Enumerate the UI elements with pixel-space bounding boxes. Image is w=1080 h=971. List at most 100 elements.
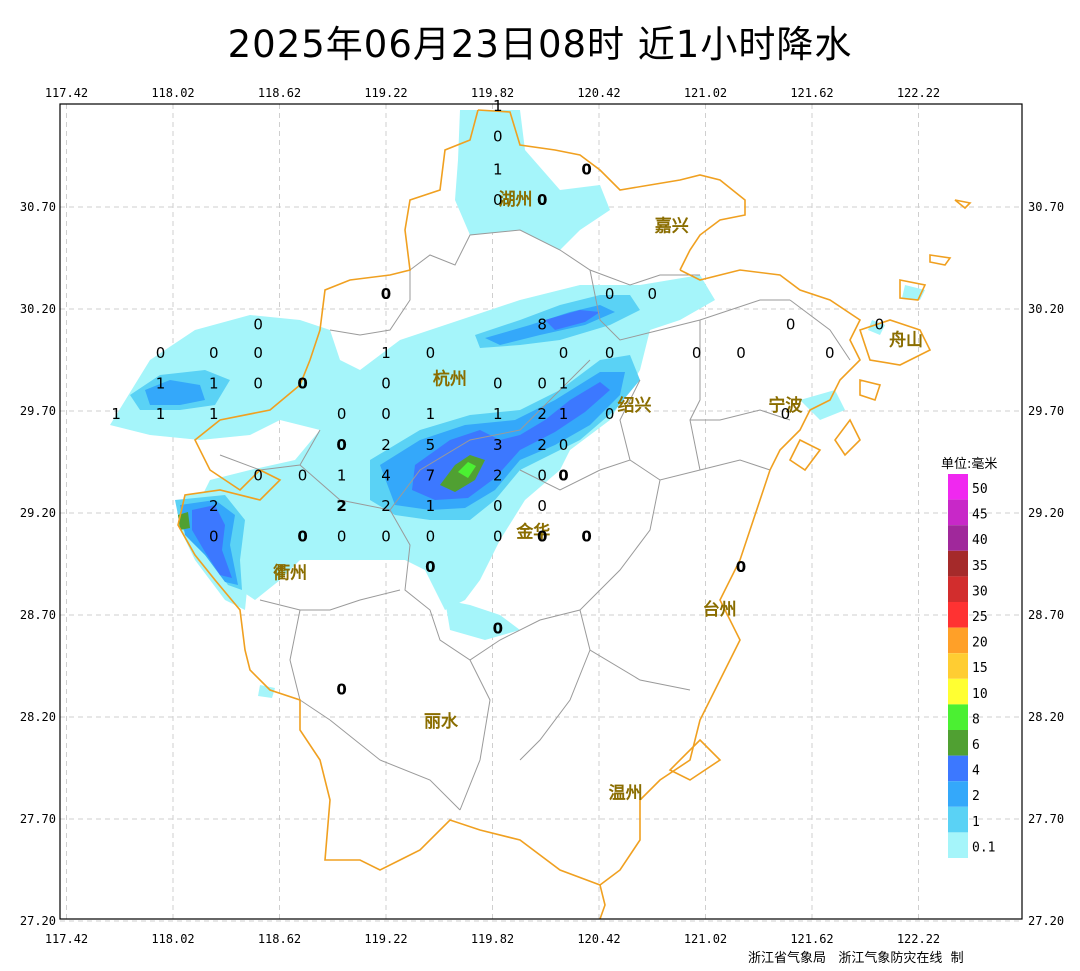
legend-swatch	[948, 832, 968, 858]
lon-tick-bottom: 118.62	[258, 932, 301, 946]
station-value: 1	[426, 405, 436, 423]
legend-label: 1	[972, 815, 980, 830]
station-value: 0	[537, 375, 547, 393]
station-value: 0	[381, 405, 391, 423]
city-label: 金华	[515, 521, 550, 542]
lon-tick-top: 118.02	[151, 86, 194, 100]
legend-title: 单位:毫米	[941, 457, 998, 472]
precip-shading	[110, 110, 925, 698]
legend-swatch	[948, 550, 968, 577]
station-value: 0	[647, 285, 657, 303]
lon-tick-top: 122.22	[897, 86, 940, 100]
legend-swatch	[948, 653, 968, 679]
station-value: 0	[581, 528, 591, 546]
station-value: 7	[426, 466, 436, 484]
station-value: 5	[426, 436, 436, 454]
station-value: 0	[253, 315, 263, 333]
lat-tick-right: 28.20	[1028, 710, 1064, 724]
legend-swatch	[948, 781, 968, 807]
lon-tick-bottom: 120.42	[577, 932, 620, 946]
station-value: 0	[381, 285, 391, 303]
legend-swatch	[948, 499, 968, 526]
station-value: 0	[298, 466, 308, 484]
legend-label: 25	[972, 610, 988, 625]
station-value: 0	[337, 528, 347, 546]
map-frame	[59, 103, 1023, 920]
station-value: 0	[493, 128, 503, 146]
station-value: 2	[537, 436, 547, 454]
station-value: 1	[426, 497, 436, 515]
legend-label: 0.1	[972, 840, 995, 855]
legend-swatch	[948, 678, 968, 705]
station-value: 4	[381, 466, 391, 484]
station-value: 0	[537, 497, 547, 515]
city-label: 台州	[703, 599, 737, 620]
station-value: 0	[493, 375, 503, 393]
legend-swatch	[948, 474, 968, 500]
lat-tick-right: 28.70	[1028, 608, 1064, 622]
lat-tick-left: 27.20	[20, 914, 56, 928]
station-value: 0	[253, 344, 263, 362]
station-value: 0	[537, 528, 547, 546]
station-value: 0	[558, 466, 568, 484]
province-boundary	[177, 109, 972, 919]
station-value: 0	[559, 436, 569, 454]
station-value: 0	[581, 160, 591, 178]
legend-swatch	[948, 755, 968, 782]
station-value: 0	[781, 405, 791, 423]
lon-tick-top: 120.42	[577, 86, 620, 100]
latitude-ticks-right: 30.70 30.20 29.70 29.20 28.70 28.20 27.70 27.20	[1028, 200, 1064, 928]
station-value: 0	[209, 344, 219, 362]
legend-label: 4	[972, 764, 980, 779]
station-value: 1	[209, 375, 219, 393]
station-value: 1	[559, 405, 569, 423]
station-value: 2	[336, 497, 346, 515]
lat-tick-left: 29.20	[20, 506, 56, 520]
station-value: 0	[559, 344, 569, 362]
station-value: 0	[337, 405, 347, 423]
lon-tick-bottom: 119.22	[364, 932, 407, 946]
legend-label: 35	[972, 559, 988, 574]
station-value: 0	[253, 466, 263, 484]
station-value: 0	[537, 191, 547, 209]
city-label: 衢州	[273, 562, 307, 583]
lon-tick-bottom: 121.02	[684, 932, 727, 946]
legend-label: 45	[972, 508, 988, 523]
station-value: 2	[381, 497, 391, 515]
station-value: 2	[209, 497, 219, 515]
legend-label: 50	[972, 482, 988, 497]
lat-tick-right: 29.70	[1028, 404, 1064, 418]
station-value: 0	[336, 436, 346, 454]
city-label: 舟山	[889, 330, 923, 351]
lat-tick-left: 29.70	[20, 404, 56, 418]
station-values: 101 00 00 0 08 0 000 0 0 1 0 0 0 0 0 01 1 0 0 0 0 0 11 1 1 0 0 1 1 2 1…	[111, 97, 884, 698]
station-value: 0	[381, 375, 391, 393]
station-value: 0	[297, 375, 307, 393]
station-value: 0	[493, 191, 503, 209]
legend-swatch	[948, 602, 968, 628]
station-value: 1	[156, 375, 166, 393]
station-value: 0	[426, 528, 436, 546]
legend: 50 45 40 35 30 25 20 15 10 8 6 4 2 1 0.1	[948, 474, 995, 858]
lon-tick-top: 119.22	[364, 86, 407, 100]
station-value: 0	[336, 681, 346, 699]
city-label: 湖州	[499, 190, 533, 210]
station-value: 0	[493, 528, 503, 546]
legend-swatch	[948, 806, 968, 833]
legend-label: 2	[972, 789, 980, 804]
station-value: 0	[537, 466, 547, 484]
station-value: 1	[493, 405, 503, 423]
legend-swatch	[948, 627, 968, 654]
city-label: 温州	[609, 784, 643, 804]
station-value: 3	[493, 436, 503, 454]
lon-tick-top: 117.42	[45, 86, 88, 100]
station-value: 0	[156, 344, 166, 362]
lon-tick-top: 118.62	[258, 86, 301, 100]
city-label: 嘉兴	[654, 215, 689, 236]
station-value: 1	[209, 405, 219, 423]
station-value: 0	[381, 528, 391, 546]
station-value: 0	[825, 344, 835, 362]
station-value: 0	[875, 315, 885, 333]
